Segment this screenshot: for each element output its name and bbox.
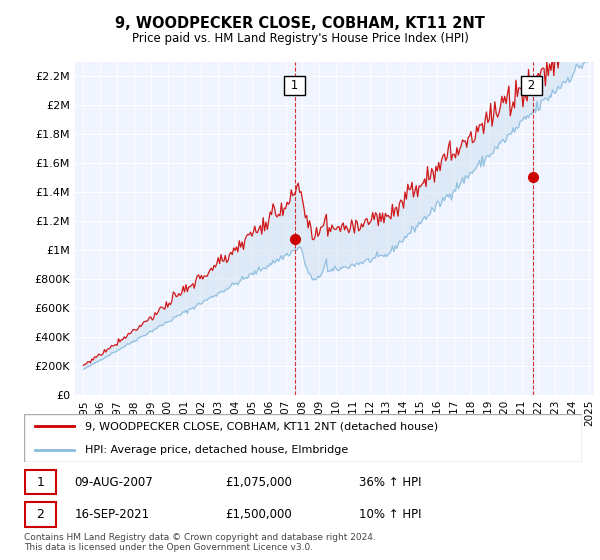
- Text: 1: 1: [287, 79, 302, 92]
- Text: Price paid vs. HM Land Registry's House Price Index (HPI): Price paid vs. HM Land Registry's House …: [131, 32, 469, 45]
- Text: 9, WOODPECKER CLOSE, COBHAM, KT11 2NT (detached house): 9, WOODPECKER CLOSE, COBHAM, KT11 2NT (d…: [85, 421, 439, 431]
- Text: 36% ↑ HPI: 36% ↑ HPI: [359, 476, 421, 489]
- Text: 16-SEP-2021: 16-SEP-2021: [74, 508, 149, 521]
- Text: 1: 1: [36, 476, 44, 489]
- Bar: [25, 470, 56, 494]
- Text: HPI: Average price, detached house, Elmbridge: HPI: Average price, detached house, Elmb…: [85, 445, 349, 455]
- Text: £1,500,000: £1,500,000: [225, 508, 292, 521]
- Text: 2: 2: [36, 508, 44, 521]
- Text: 9, WOODPECKER CLOSE, COBHAM, KT11 2NT: 9, WOODPECKER CLOSE, COBHAM, KT11 2NT: [115, 16, 485, 31]
- Text: Contains HM Land Registry data © Crown copyright and database right 2024.
This d: Contains HM Land Registry data © Crown c…: [24, 533, 376, 552]
- Text: 2: 2: [524, 79, 539, 92]
- Text: 09-AUG-2007: 09-AUG-2007: [74, 476, 153, 489]
- Text: £1,075,000: £1,075,000: [225, 476, 292, 489]
- Bar: [25, 502, 56, 527]
- Text: 10% ↑ HPI: 10% ↑ HPI: [359, 508, 421, 521]
